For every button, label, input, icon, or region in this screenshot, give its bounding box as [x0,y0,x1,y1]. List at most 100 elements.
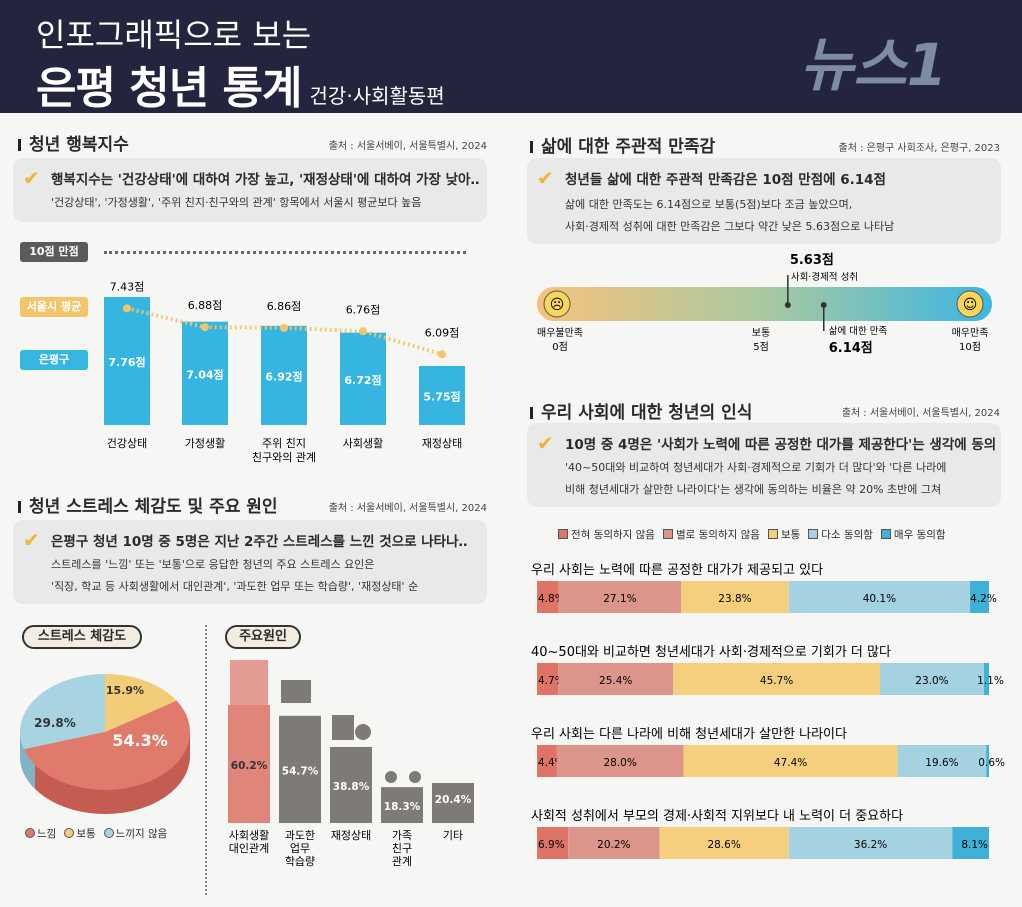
legend-swatch [662,529,673,539]
detail-text-2: '직장, 학교 등 사회생활에서 대인관계', '과도한 업무 또는 학습량',… [51,580,419,593]
segment-value-label: 36.2% [854,839,887,851]
stacked-segment [673,663,880,695]
legend-item: 보통 [767,527,801,542]
life-summary-box: ✔ 청년들 삶에 대한 주관적 만족감은 10점 만점에 6.14점 삶에 대한… [527,158,1001,244]
happy-face-icon [956,290,984,318]
person-icon [409,771,421,783]
legend-label: 느끼지 않음 [115,828,168,840]
seoul-avg-point [123,304,131,313]
stacked-segment [537,827,569,859]
stress-summary-box: ✔ 은평구 청년 10명 중 5명은 지난 2주간 스트레스를 느낀 것으로 나… [13,520,487,604]
society-legend: 전혀 동의하지 않음 별로 동의하지 않음 보통 다소 동의함 매우 동의함 [558,527,946,542]
sad-face-glyph: ☹ [550,297,565,313]
scale-end-label: 매우불만족 [537,327,583,339]
bar-value-label: 6.72점 [344,373,381,387]
marker-value-social: 5.63점 [790,253,834,268]
category-label: 재정상태 [422,437,462,450]
pie-value-label: 29.8% [34,716,76,730]
segment-value-label: 25.4% [599,675,632,687]
cause-category-label: 관계 [392,855,412,868]
pie-value-label: 15.9% [106,684,144,697]
legend-item: 별로 동의하지 않음 [662,527,760,542]
max-score-tag: 10점 만점 [20,242,88,262]
cause-category-label: 학습량 [285,855,315,868]
marker-label-social: 사회·경제적 성취 [791,271,858,283]
pie-slice-normal [105,674,177,732]
category-label: 주위 친지 [262,437,306,450]
summary-text: 청년들 삶에 대한 주관적 만족감은 10점 만점에 6.14점 [565,172,886,188]
divider [205,625,207,895]
statement-label: 사회적 성취에서 부모의 경제·사회적 지위보다 내 노력이 더 중요하다 [531,809,903,824]
legend-label: 매우 동의함 [893,529,946,541]
handshake-people-icon [385,771,397,783]
happiness-heading: 청년 행복지수 [18,130,129,155]
seoul-avg-point [280,323,288,332]
marker-label-life: 삶에 대한 만족 [829,326,888,337]
statement-label: 40~50대와 비교하면 청년세대가 사회·경제적으로 기회가 더 많다 [531,645,891,660]
bar-eunpyeong [104,297,150,425]
legend-label: 보통 [780,529,801,541]
legend-item: 다소 동의함 [808,527,873,542]
segment-value-label: 45.7% [760,675,793,687]
segment-value-label: 47.4% [774,757,807,769]
stacked-segment [537,581,559,613]
pie-legend: 느낌 보통 느끼지 않음 [25,826,167,841]
society-heading: 우리 사회에 대한 청년의 인식 [530,398,752,423]
segment-value-label: 28.0% [603,757,636,769]
seoul-avg-point [438,350,446,359]
computer-books-icon [281,680,311,703]
statement-label: 우리 사회는 다른 나라에 비해 청년세대가 살만한 나라이다 [531,727,847,742]
title-line1: 인포그래픽으로 보는 [36,16,312,54]
cause-category-label: 친구 [392,842,412,855]
segment-value-label: 4.7% [538,675,565,687]
cause-bar [330,746,372,823]
ep-legend-tag: 은평구 [20,350,88,370]
legend-swatch [64,828,75,838]
legend-swatch [880,529,891,539]
marker-dot-life [820,302,827,308]
detail-text-2: 비해 청년세대가 살만한 나라이다'는 생각에 동의하는 비율은 약 20% 초… [565,483,942,496]
bar-value-label: 5.75점 [423,389,460,403]
bar-value-label: 6.92점 [265,369,302,383]
pie-title: 스트레스 체감도 [22,625,142,649]
legend-item: 느끼지 않음 [103,826,168,841]
stacked-segment [558,663,674,695]
cause-bar [432,783,474,823]
stress-source: 출처 : 서울서베이, 서울특별시, 2024 [328,503,487,514]
legend-swatch [25,828,35,838]
detail-text-1: '40~50대와 비교하여 청년세대가 사회·경제적으로 기회가 더 많다'와 … [565,461,947,474]
segment-value-label: 8.1% [961,839,988,851]
seoul-avg-label: 6.88점 [188,299,223,312]
pie-value-label: 54.3% [112,731,168,750]
scale-end-value: 0점 [552,341,568,353]
segment-value-label: 6.9% [538,839,565,851]
cause-value-label: 38.8% [333,781,370,793]
subtitle: 건강·사회활동편 [309,84,445,108]
segment-value-label: 4.8% [538,593,565,605]
detail-text-2: 사회·경제적 성취에 대한 만족감은 그보다 약간 낮은 5.63점으로 나타남 [565,220,895,233]
bar-value-label: 7.04점 [186,367,223,381]
stacked-segment [568,827,660,859]
legend-label: 보통 [76,828,96,840]
cause-value-label: 60.2% [231,760,268,772]
category-label: 건강상태 [107,437,147,450]
happiness-source: 출처 : 서울서베이, 서울특별시, 2024 [328,141,487,152]
legend-swatch [103,828,114,838]
cause-value-label: 54.7% [282,765,319,777]
summary-text: 행복지수는 '건강상태'에 대하여 가장 높고, '재정상태'에 대하여 가장 … [51,172,480,188]
scale-bar [537,287,992,321]
legend-item: 매우 동의함 [880,527,946,542]
legend-label: 다소 동의함 [821,529,873,541]
segment-value-label: 28.6% [707,839,740,851]
stacked-segment [788,581,971,613]
summary-text: 10명 중 4명은 '사회가 노력에 따른 공정한 대가를 제공한다'는 생각에… [565,437,997,453]
check-icon: ✔ [537,166,554,190]
watermark-logo: 뉴스1 [800,31,948,99]
cause-bar [279,715,321,823]
society-source: 출처 : 서울서베이, 서울특별시, 2024 [841,408,1000,419]
legend-item: 전혀 동의하지 않음 [558,527,655,542]
stacked-segment [897,745,987,777]
